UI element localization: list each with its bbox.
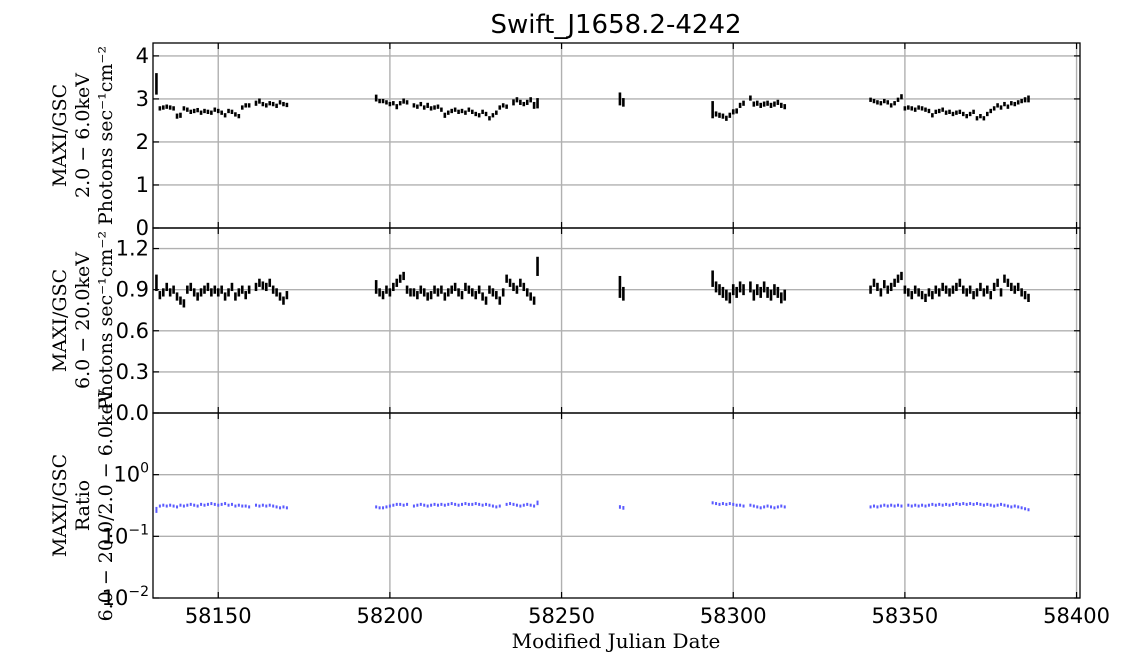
y-tick-label: 2 <box>136 130 149 154</box>
y-axis-label-line: Ratio <box>72 480 94 531</box>
x-tick-label: 58350 <box>871 604 938 628</box>
y-axis-label-line: MAXI/GSC <box>49 84 71 187</box>
y-axis-label-line: 6.0 − 20.0/2.0 − 6.0keV <box>95 389 117 621</box>
y-tick-label: 100 <box>113 461 149 487</box>
panel-3: 10−2 10−1 100 MAXI/GSC Ratio 6.0 − 20.0/2.0 −… <box>49 389 1081 621</box>
y-tick-label: 0 <box>136 216 149 240</box>
x-tick-label: 58200 <box>356 604 423 628</box>
y-axis-label-line: MAXI/GSC <box>49 269 71 372</box>
y-axis-label-line: Photons sec⁻¹cm⁻² <box>95 231 117 410</box>
x-tick-label: 58250 <box>528 604 595 628</box>
panel-frame <box>152 42 1081 229</box>
x-tick-label: 58400 <box>1043 604 1110 628</box>
y-axis-label-line: 2.0 − 6.0keV <box>72 73 94 198</box>
panel-1: 0 1 2 3 4 MAXI/GSC 2.0 − 6.0keV Photons sec⁻¹cm… <box>49 42 1081 240</box>
y-tick-label: 1 <box>136 173 149 197</box>
panel-2: 0.0 0.3 0.6 0.9 1.2 MAXI/GSC 6.0 − 20.0keV Phot… <box>49 227 1081 425</box>
y-tick-label: 0.3 <box>116 360 149 384</box>
panel-frame <box>152 412 1081 599</box>
y-axis-label-line: MAXI/GSC <box>49 454 71 557</box>
y-axis-label-line: Photons sec⁻¹cm⁻² <box>95 46 117 225</box>
x-tick-label: 58300 <box>700 604 767 628</box>
y-tick-label: 0.6 <box>116 319 149 343</box>
y-tick-label: 10−1 <box>102 522 149 548</box>
x-tick-label: 58150 <box>185 604 252 628</box>
chart-title: Swift_J1658.2-4242 <box>490 10 741 40</box>
panel-frame <box>152 227 1081 414</box>
y-tick-label: 0.9 <box>116 278 149 302</box>
y-axis-label-line: 6.0 − 20.0keV <box>72 252 94 389</box>
y-tick-label: 3 <box>136 87 149 111</box>
y-tick-label: 0.0 <box>116 401 149 425</box>
y-tick-label: 1.2 <box>116 237 149 261</box>
x-axis-label: Modified Julian Date <box>512 629 721 653</box>
y-tick-label: 10−2 <box>102 584 149 610</box>
y-tick-label: 4 <box>136 44 149 68</box>
